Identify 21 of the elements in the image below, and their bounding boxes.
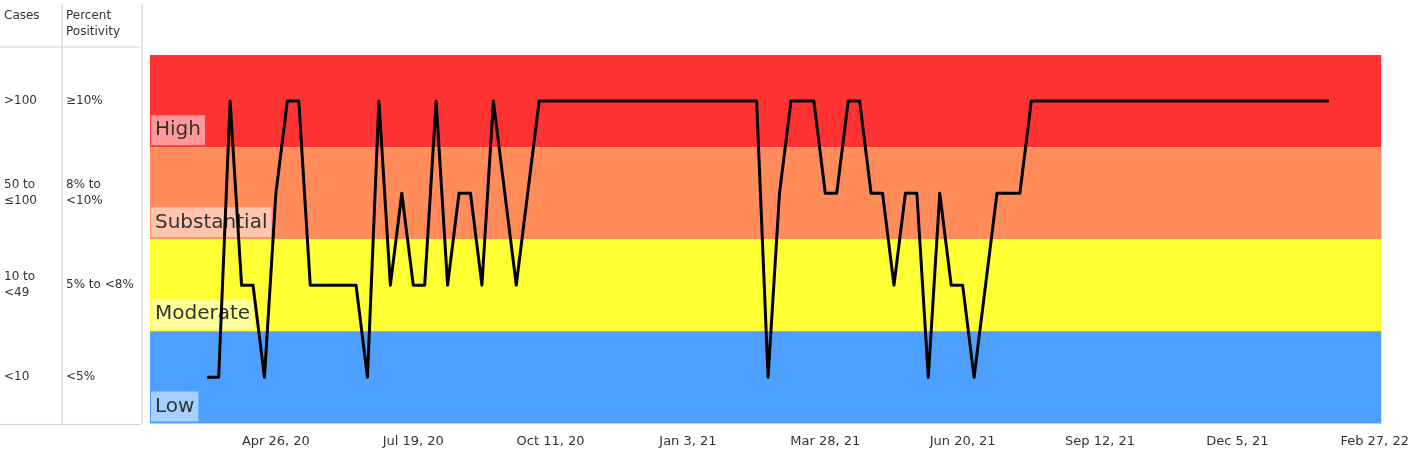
x-tick-label: Sep 12, 21 bbox=[1064, 432, 1135, 448]
text: ≥10% bbox=[66, 93, 103, 108]
text: Percent Positivity bbox=[66, 8, 121, 39]
text: Cases bbox=[4, 8, 40, 23]
x-tick-label: Oct 11, 20 bbox=[516, 432, 585, 448]
x-tick-label: Apr 26, 20 bbox=[241, 432, 310, 448]
x-tick-label: Dec 5, 21 bbox=[1206, 432, 1269, 448]
x-tick-label: Jul 19, 20 bbox=[381, 432, 444, 448]
text: 5% to <8% bbox=[66, 277, 134, 292]
text: >100 bbox=[4, 93, 37, 108]
x-tick-label: Jan 3, 21 bbox=[658, 432, 717, 448]
x-tick-label: Feb 27, 22 bbox=[1340, 432, 1409, 448]
text: 8% to <10% bbox=[66, 177, 103, 208]
x-tick-label: Mar 28, 21 bbox=[790, 432, 861, 448]
band-label: Low bbox=[155, 392, 195, 417]
text: 10 to <49 bbox=[4, 269, 36, 300]
x-tick-label: Jun 20, 21 bbox=[928, 432, 996, 448]
text: <10 bbox=[4, 369, 30, 384]
text: 50 to ≤100 bbox=[4, 177, 37, 208]
band-label: High bbox=[155, 116, 201, 141]
text: <5% bbox=[66, 369, 96, 384]
